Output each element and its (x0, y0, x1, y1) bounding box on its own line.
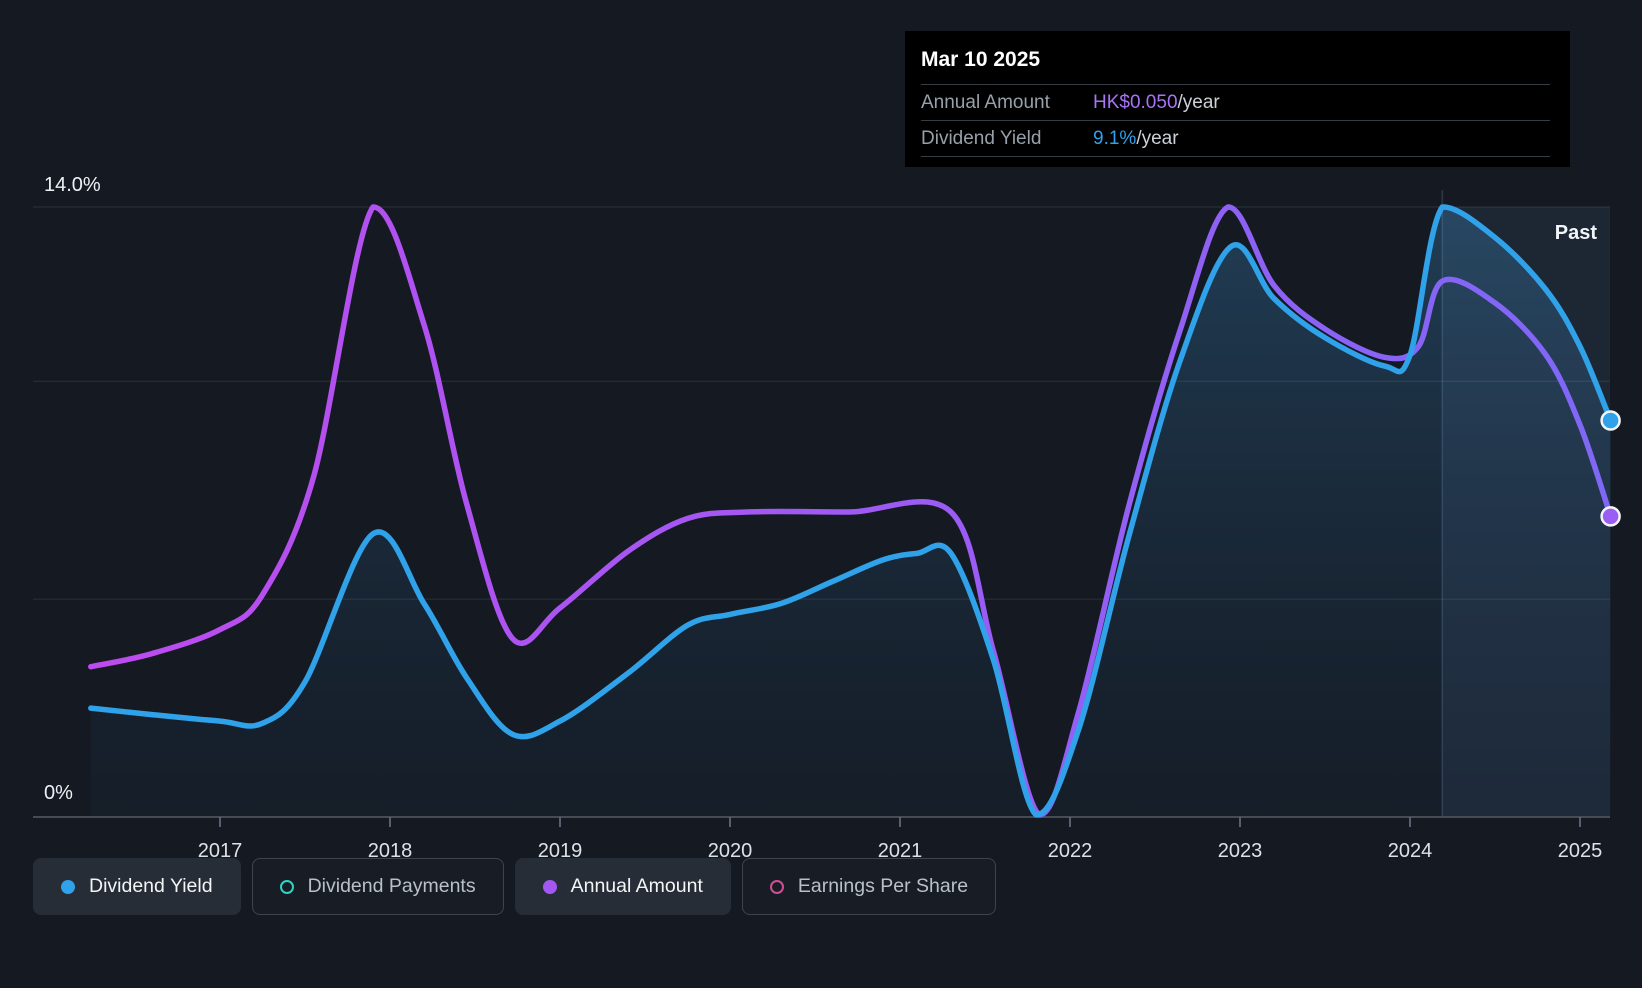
tooltip-dividend-yield-value: 9.1% (1093, 127, 1137, 149)
earnings-per-share-marker-icon (769, 879, 784, 894)
legend-item-earnings-per-share[interactable]: Earnings Per Share (741, 858, 997, 915)
x-axis-label-2022: 2022 (1047, 840, 1093, 862)
annual-amount-line (88, 204, 1614, 818)
legend-item-dividend-payments[interactable]: Dividend Payments (251, 858, 504, 915)
x-axis-label-2017: 2017 (197, 840, 243, 862)
annual-amount-marker-icon (542, 879, 557, 894)
x-axis-label-2018: 2018 (367, 840, 413, 862)
legend-label-dividend-payments: Dividend Payments (307, 875, 476, 897)
dividend-payments-marker-icon (279, 879, 294, 894)
tooltip-date: Mar 10 2025 (921, 48, 1041, 71)
dividend-yield-end-marker (1600, 410, 1621, 431)
y-axis-bottom-label: 0% (44, 782, 73, 804)
x-axis-label-2023: 2023 (1217, 840, 1263, 862)
legend-label-annual-amount: Annual Amount (570, 875, 703, 897)
dividend-yield-line (88, 204, 1614, 818)
x-axis-label-2019: 2019 (537, 840, 583, 862)
dividend-yield-marker-icon (61, 879, 75, 894)
tooltip-annual-amount-value: HK$0.050 (1093, 91, 1178, 113)
x-axis-label-2024: 2024 (1387, 840, 1433, 862)
legend: Dividend Yield Dividend Payments Annual Am… (33, 858, 997, 915)
past-period-band (1442, 207, 1610, 817)
x-axis-label-2025: 2025 (1557, 840, 1603, 862)
dividend-yield-area-fill (90, 206, 1611, 817)
x-axis-label-2020: 2020 (707, 840, 753, 862)
past-region-label: Past (1554, 222, 1597, 244)
tooltip-annual-amount-row: Annual Amount HK$0.050 /year (921, 84, 1550, 120)
y-axis-top-label: 14.0% (44, 174, 101, 196)
annual-amount-end-marker (1600, 506, 1621, 527)
tooltip-annual-amount-suffix: /year (1177, 91, 1220, 113)
legend-item-dividend-yield[interactable]: Dividend Yield (33, 858, 241, 915)
tooltip-annual-amount-label: Annual Amount (921, 91, 1050, 113)
legend-label-earnings-per-share: Earnings Per Share (797, 875, 969, 897)
x-axis-label-2021: 2021 (877, 840, 923, 862)
legend-item-annual-amount[interactable]: Annual Amount (514, 858, 731, 915)
tooltip-dividend-yield-row: Dividend Yield 9.1% /year (921, 120, 1550, 157)
tooltip-dividend-yield-label: Dividend Yield (921, 127, 1042, 149)
legend-label-dividend-yield: Dividend Yield (89, 875, 213, 897)
chart-tooltip: Mar 10 2025 Annual Amount HK$0.050 /year… (905, 31, 1570, 167)
tooltip-dividend-yield-suffix: /year (1136, 127, 1179, 149)
